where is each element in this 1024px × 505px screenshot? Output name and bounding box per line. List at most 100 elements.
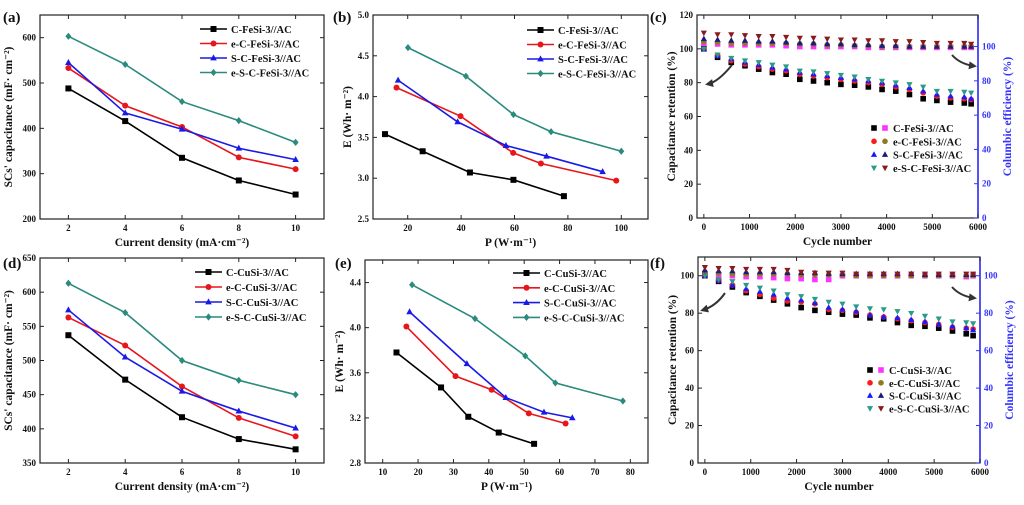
data-point: [179, 356, 185, 365]
legend-marker-efficiency: [878, 380, 884, 386]
legend-label: e-C-FeSi-3//AC: [231, 40, 300, 51]
efficiency-point: [714, 36, 721, 42]
retention-point: [770, 288, 777, 295]
y-tick-label: 600: [23, 33, 37, 43]
series-C-CuSi-3//AC: [65, 332, 299, 453]
y2-tick-label: 100: [982, 42, 996, 52]
retention-point: [728, 55, 735, 62]
retention-point: [824, 79, 831, 86]
x-tick-label: 30: [449, 467, 459, 477]
efficiency-point: [784, 267, 791, 274]
retention-point: [853, 307, 860, 314]
efficiency-point: [963, 271, 970, 278]
y-tick-label: 400: [23, 424, 37, 434]
series-C-FeSi-3//AC: [701, 41, 974, 107]
legend: C-CuSi-3//AC e-C-CuSi-3//AC S-C-CuSi-3//AC…: [866, 366, 970, 415]
data-point: [495, 429, 502, 436]
data-point: [235, 436, 242, 443]
efficiency-point: [851, 41, 858, 48]
retention-point: [853, 304, 860, 310]
legend-marker: [523, 270, 530, 276]
retention-point: [853, 312, 859, 318]
panel-f: (f)0 1000 2000 3000 4000 5000 6000020406080100…: [650, 256, 1016, 493]
data-point: [394, 76, 402, 83]
x-tick-label: 5000: [925, 467, 944, 477]
series-S-C-CuSi-3//AC: [406, 308, 576, 421]
retention-point: [970, 321, 977, 327]
efficiency-point: [878, 42, 886, 48]
series-C-FeSi-3//AC: [65, 85, 299, 198]
y-axis-label: Capacitance retention (%): [667, 295, 679, 425]
legend-label: C-FeSi-3//AC: [893, 124, 954, 135]
x-tick-label: 10: [378, 467, 388, 477]
efficiency-point: [812, 276, 818, 283]
retention-point: [947, 88, 954, 95]
data-point: [292, 166, 299, 173]
data-point: [537, 160, 544, 167]
legend-marker: [205, 269, 212, 275]
x-tick-label: 10: [291, 467, 301, 477]
plot-frame: [364, 259, 649, 464]
legend-marker-efficiency: [882, 125, 888, 131]
retention-point: [947, 99, 954, 105]
efficiency-point: [756, 266, 763, 273]
y2-tick-label: 100: [984, 271, 998, 281]
legend-label: S-C-FeSi-3//AC: [558, 55, 628, 66]
retention-point: [963, 324, 970, 331]
legend-marker: [210, 26, 217, 32]
retention-point: [798, 304, 804, 311]
retention-point: [701, 273, 708, 280]
panel-label: (f): [650, 256, 665, 272]
x-tick-label: 10: [291, 223, 301, 233]
efficiency-point: [837, 40, 845, 47]
retention-point: [810, 78, 817, 84]
data-point: [292, 424, 299, 431]
data-point: [235, 144, 243, 151]
data-point: [121, 353, 129, 360]
legend-marker-efficiency: [881, 165, 889, 172]
data-point: [540, 408, 548, 415]
retention-point: [741, 58, 749, 65]
efficiency-point: [784, 275, 791, 282]
data-point: [472, 315, 479, 323]
efficiency-point: [892, 39, 899, 45]
efficiency-point: [755, 34, 762, 40]
data-point: [292, 391, 299, 399]
retention-point: [949, 322, 956, 329]
series-C-FeSi-3//AC: [382, 131, 567, 200]
legend-marker-efficiency: [877, 392, 885, 398]
y-tick-label: 500: [23, 356, 37, 366]
x-tick-label: 3000: [832, 222, 851, 232]
efficiency-point: [920, 40, 927, 46]
arrow-head-icon: [705, 79, 714, 87]
retention-point: [968, 95, 975, 101]
data-point: [488, 386, 495, 393]
series-S-C-FeSi-3//AC: [394, 76, 606, 175]
data-point: [543, 152, 550, 159]
retention-point: [729, 279, 736, 285]
y-tick-label: 0: [690, 458, 695, 468]
series-line: [384, 133, 565, 197]
y-tick-label: 60: [684, 112, 694, 122]
retention-point: [894, 309, 901, 315]
arrow-head-icon: [968, 61, 977, 70]
x-tick-label: 40: [484, 467, 494, 477]
efficiency-point: [769, 38, 776, 44]
efficiency-point: [728, 37, 735, 43]
legend-marker: [210, 40, 217, 47]
retention-point: [824, 71, 831, 77]
series-e-C-CuSi-3//AC: [403, 323, 569, 427]
series-e-C-FeSi-3//AC: [701, 38, 974, 103]
y-tick-label: 3.2: [350, 413, 362, 423]
legend-label: C-CuSi-3//AC: [226, 268, 289, 279]
data-point: [122, 118, 129, 125]
arrow-head-icon: [700, 304, 709, 313]
x-tick-label: 2: [66, 223, 71, 233]
x-tick-label: 6: [180, 223, 185, 233]
efficiency-point: [825, 276, 832, 283]
plot-frame: [697, 256, 981, 464]
y-tick-label: 4.4: [350, 278, 362, 288]
y-tick-label: 600: [23, 287, 37, 297]
series-S-C-FeSi-3//AC: [65, 59, 299, 163]
legend-label: e-C-FeSi-3//AC: [558, 41, 627, 52]
